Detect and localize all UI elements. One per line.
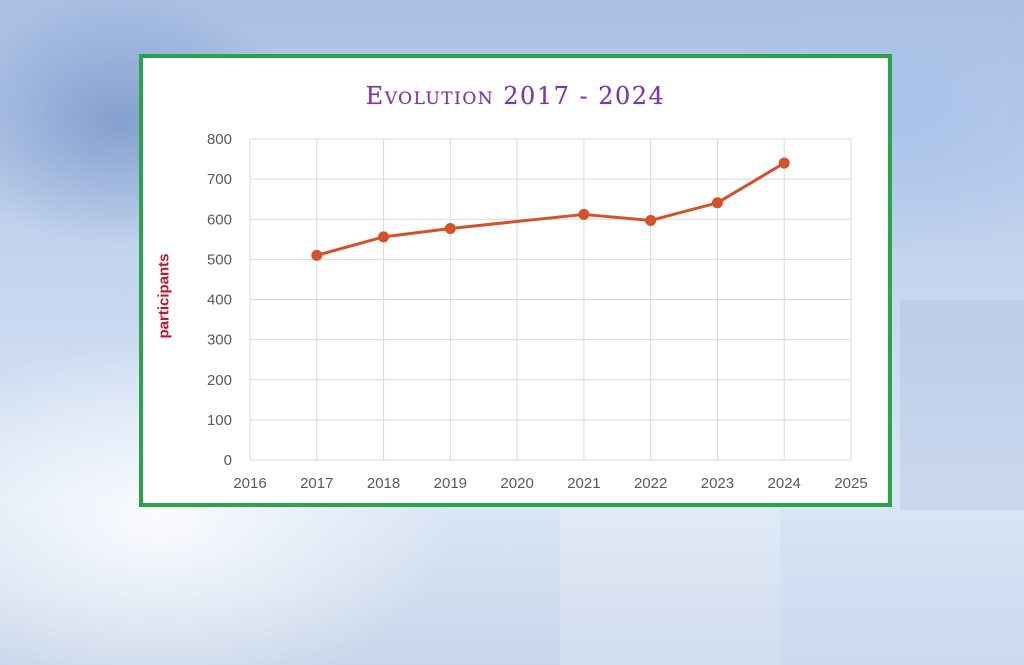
y-tick-label: 400 [207,292,232,309]
background-panel [900,300,1024,510]
chart-frame: Evolution 2017 - 2024 participants 0 100 2… [139,54,892,507]
line-chart: 0 100 200 300 400 500 600 700 800 2016 2017 2018 201… [207,131,868,492]
data-point [645,214,657,226]
x-tick-label: 2025 [834,475,867,492]
y-tick-label: 600 [207,211,232,228]
x-tick-label: 2019 [434,475,467,492]
data-point [378,231,390,243]
series-line [316,161,785,257]
y-tick-label: 700 [207,171,232,188]
y-tick-label: 200 [207,372,232,389]
x-tick-label: 2024 [768,475,801,492]
y-tick-label: 100 [207,412,232,429]
chart-title: Evolution 2017 - 2024 [365,82,666,110]
x-tick-label: 2020 [500,475,533,492]
data-point [711,197,723,209]
y-tick-label: 300 [207,332,232,349]
x-tick-label: 2017 [300,475,333,492]
x-tick-label: 2018 [367,475,400,492]
x-tick-label: 2021 [567,475,600,492]
y-tick-label: 800 [207,131,232,148]
y-tick-label: 500 [207,251,232,268]
x-tick-label: 2016 [233,475,266,492]
data-point [444,222,456,234]
x-tick-label: 2023 [701,475,734,492]
data-point [311,249,323,261]
y-tick-label: 0 [224,452,232,469]
data-point [578,208,590,220]
background-panel [780,520,1024,665]
data-point [778,157,790,169]
background-panel [560,500,780,665]
x-tick-label: 2022 [634,475,667,492]
